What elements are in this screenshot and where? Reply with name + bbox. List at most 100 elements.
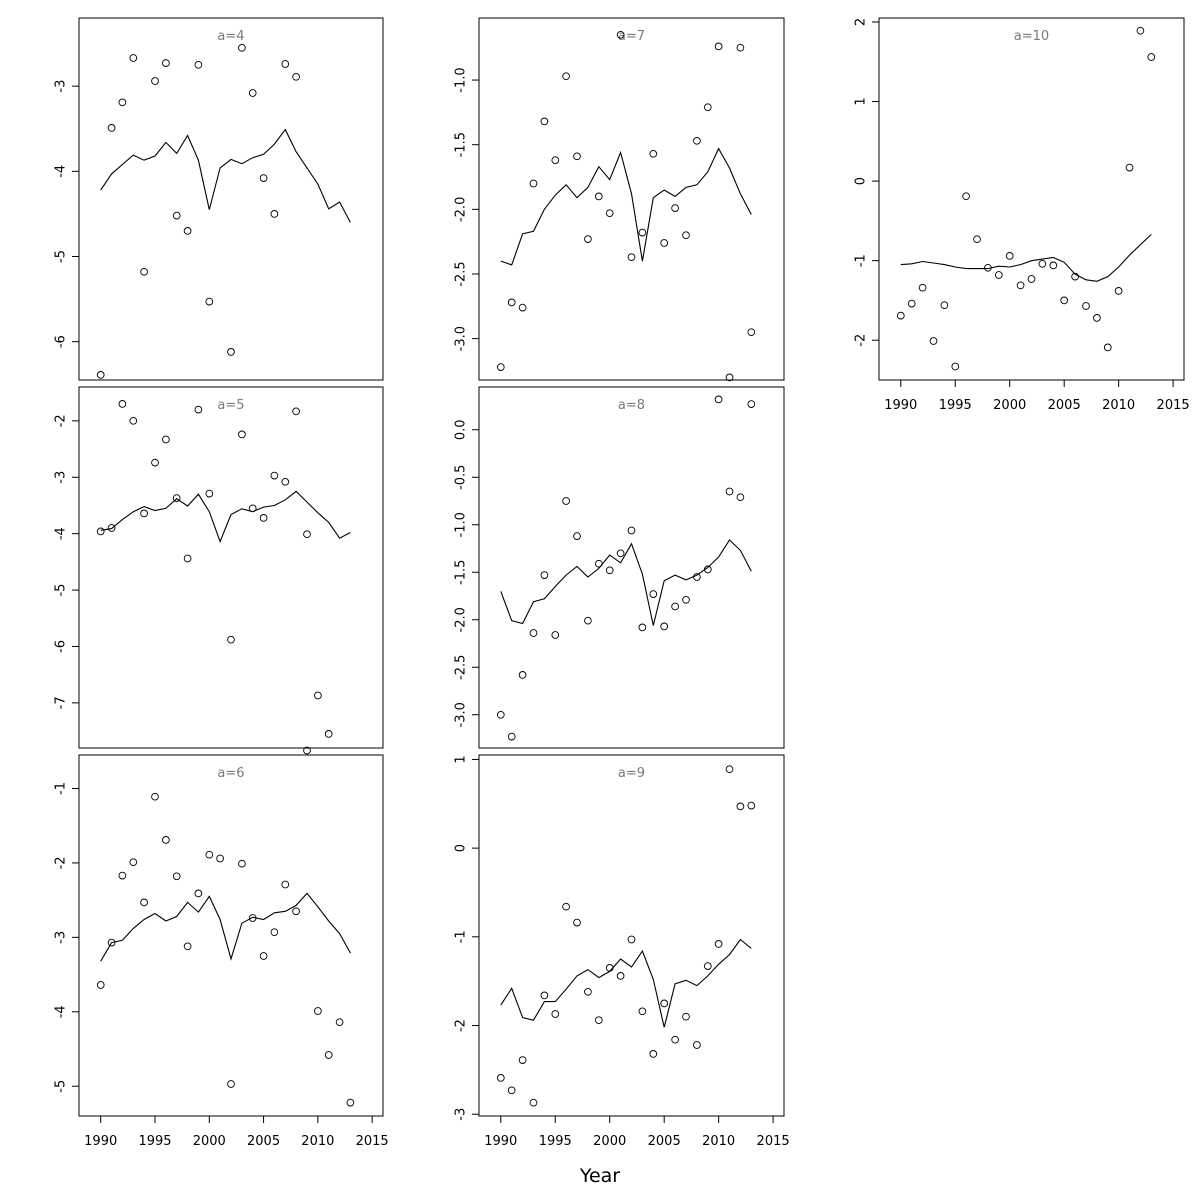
data-point — [194, 889, 203, 898]
data-point — [238, 430, 246, 439]
fitted-line — [500, 147, 752, 266]
data-point — [616, 30, 625, 39]
x-tick-label: 2010 — [301, 1134, 334, 1149]
plot-frame — [78, 754, 384, 1117]
data-point — [551, 631, 560, 639]
y-tick-label: -2.0 — [454, 607, 469, 632]
data-point — [584, 616, 592, 625]
data-point — [238, 43, 246, 52]
data-point — [292, 407, 300, 416]
x-tick-label: 2010 — [702, 1134, 735, 1149]
y-tick-label: -5 — [54, 1080, 69, 1093]
data-point — [1038, 259, 1047, 268]
panels-group: a=4 -3 -4 -5 -6 a=7 -1.0 -1.5 -2.0 -2.5 -3.0 a=10 2 1… — [54, 17, 1190, 1149]
data-point — [205, 297, 214, 306]
data-point — [162, 435, 170, 444]
fitted-line — [500, 539, 752, 626]
x-tick-label: 2000 — [593, 1134, 626, 1149]
panel-a-5: a=5 -2 -3 -4 -5 -6 -7 — [54, 386, 384, 749]
data-point — [573, 152, 581, 161]
data-point — [324, 730, 333, 738]
data-point — [649, 590, 658, 598]
data-point — [962, 192, 970, 201]
data-point — [172, 494, 181, 502]
data-point — [518, 303, 527, 312]
x-tick-label: 2005 — [247, 1134, 280, 1149]
y-tick-label: -4 — [54, 1005, 69, 1018]
y-tick-label: -3.0 — [454, 702, 469, 727]
data-point — [703, 103, 712, 112]
data-point — [994, 271, 1003, 279]
data-point — [562, 902, 570, 911]
data-point — [96, 527, 105, 536]
data-point — [540, 571, 549, 579]
y-tick-label: -1.0 — [454, 67, 469, 92]
data-point — [281, 880, 290, 889]
data-point — [216, 854, 224, 863]
data-point — [1125, 163, 1134, 172]
data-point — [584, 987, 592, 996]
plot-frame — [478, 386, 785, 749]
panel-title: a=4 — [217, 29, 244, 44]
x-tick-label: 1990 — [84, 1134, 117, 1149]
data-point — [518, 671, 527, 679]
data-point — [1082, 302, 1090, 310]
data-point — [270, 471, 279, 480]
data-point — [324, 1051, 333, 1059]
y-tick-label: -2.0 — [454, 197, 469, 222]
x-tick-label: 2010 — [1102, 398, 1135, 413]
data-point — [238, 859, 246, 868]
x-tick-label: 1995 — [138, 1134, 171, 1149]
data-point — [671, 204, 679, 212]
data-point — [616, 549, 625, 558]
data-point — [107, 938, 116, 947]
data-point — [518, 1056, 527, 1064]
data-point — [627, 253, 636, 262]
data-point — [1060, 296, 1069, 305]
data-point — [335, 1018, 344, 1027]
panel-a-6: a=6 -1 -2 -3 -4 -5 1990 1995 2000 2005 2010 2015 — [54, 746, 389, 1149]
data-point — [205, 489, 214, 498]
data-point — [736, 802, 745, 811]
data-point — [594, 192, 603, 201]
data-point — [151, 458, 159, 467]
y-tick-label: 2 — [854, 18, 869, 26]
data-point — [638, 623, 647, 632]
data-point — [714, 395, 723, 404]
y-tick-label: 0 — [854, 177, 869, 185]
data-point — [671, 1035, 679, 1044]
fitted-line — [100, 490, 351, 544]
data-point — [162, 59, 170, 67]
data-point — [1136, 26, 1145, 35]
y-tick-label: -3 — [54, 471, 69, 484]
fitted-line — [900, 234, 1152, 282]
x-tick-label: 1990 — [884, 398, 917, 413]
plot-frame — [478, 17, 785, 381]
data-point — [183, 227, 192, 235]
data-point — [907, 299, 916, 308]
data-point — [649, 149, 658, 158]
data-point — [693, 1041, 701, 1049]
data-point — [736, 43, 745, 52]
y-tick-label: 0.0 — [454, 419, 469, 440]
y-tick-label: -4 — [54, 527, 69, 540]
data-point — [507, 298, 516, 307]
data-point — [660, 622, 669, 631]
data-point — [1093, 314, 1101, 322]
x-tick-label: 1990 — [484, 1134, 517, 1149]
data-point — [1147, 53, 1156, 61]
plot-frame — [78, 386, 384, 749]
data-point — [346, 1098, 355, 1107]
x-tick-label: 2000 — [193, 1134, 226, 1149]
fitted-line — [500, 938, 752, 1028]
data-point — [96, 981, 105, 989]
y-tick-label: -5 — [54, 250, 69, 263]
y-tick-label: -0.5 — [454, 465, 469, 490]
panel-a-8: a=8 0.0 -0.5 -1.0 -1.5 -2.0 -2.5 -3.0 — [454, 386, 785, 749]
data-point — [118, 871, 127, 880]
data-point — [682, 1012, 690, 1021]
data-point — [584, 235, 592, 243]
data-point — [151, 77, 159, 85]
data-point — [1071, 272, 1079, 281]
y-tick-label: -5 — [54, 584, 69, 597]
